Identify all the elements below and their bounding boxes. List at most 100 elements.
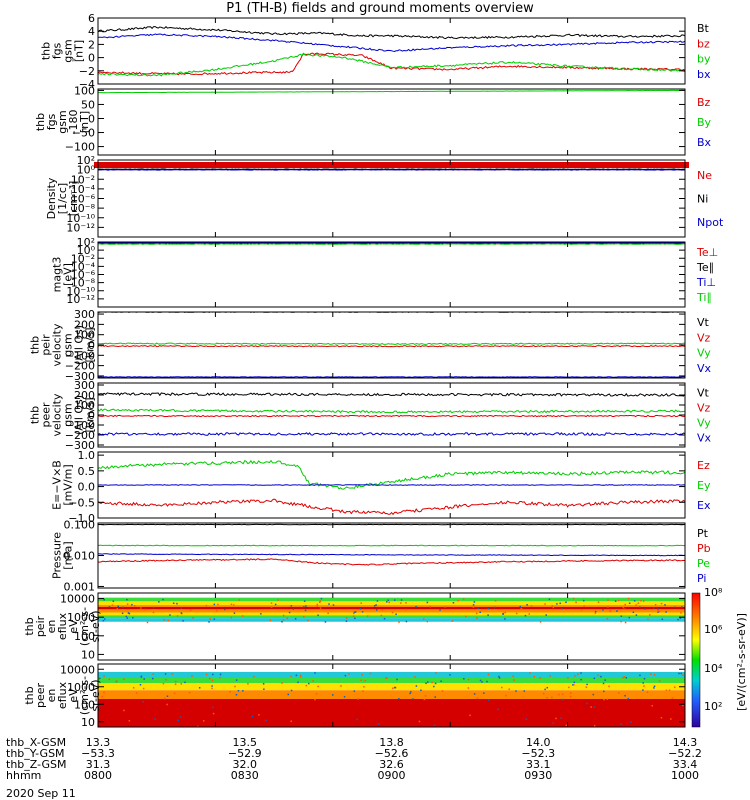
spectrogram-speckle <box>116 607 119 610</box>
spectrogram-speckle <box>143 678 145 680</box>
spectrogram-speckle <box>425 682 427 685</box>
spectrogram-speckle <box>665 611 667 613</box>
spectrogram-speckle <box>573 683 575 686</box>
y-axis-label-line: gsm <box>62 333 75 356</box>
spectrogram-speckle <box>434 696 436 698</box>
spectrogram-speckle <box>152 611 155 614</box>
spectrogram-speckle <box>642 689 644 691</box>
spectrogram-speckle <box>360 602 362 604</box>
spectrogram-speckle <box>163 697 166 700</box>
spectrogram-speckle <box>568 686 570 689</box>
y-tick-label: −100 <box>65 419 95 432</box>
spectrogram-speckle <box>513 679 515 681</box>
series-line-by <box>98 52 685 77</box>
spectrogram-speckle <box>314 698 316 701</box>
colorbar-tick-label: 10⁶ <box>704 623 723 636</box>
y-axis-label: thbfgsgsm-180[nT] <box>34 110 91 135</box>
x-row-label: thb_Z-GSM <box>6 758 66 771</box>
y-tick-label: 10 <box>81 648 95 661</box>
spectrogram-speckle <box>620 723 623 726</box>
spectrogram-speckle <box>290 720 292 723</box>
spectrogram-speckle <box>498 677 501 679</box>
spectrogram-speckle <box>681 606 683 608</box>
spectrogram-speckle <box>126 598 128 601</box>
y-tick-label: 10⁻⁴ <box>71 260 96 273</box>
legend-entry-Vy: Vy <box>697 416 711 429</box>
spectrogram-speckle <box>126 617 129 619</box>
spectrogram-speckle <box>180 612 183 614</box>
y-axis-label-line: (All Qs) <box>73 395 86 435</box>
y-tick-label: 10² <box>77 236 95 249</box>
spectrogram-speckle <box>303 615 305 618</box>
spectrogram-speckle <box>594 612 597 614</box>
x-row-value: 32.6 <box>379 758 404 771</box>
spectrogram-speckle <box>528 613 531 615</box>
spectrogram-speckle <box>586 683 588 686</box>
spectrogram-speckle <box>171 673 174 675</box>
spectrogram-speckle <box>469 714 471 717</box>
spectrogram-speckle <box>205 604 208 607</box>
spectrogram-speckle <box>542 692 545 695</box>
spectrogram-speckle <box>180 607 183 609</box>
spectrogram-speckle <box>472 606 475 608</box>
y-tick-label: 100 <box>74 698 95 711</box>
y-axis-label-line: eflux <box>56 681 69 709</box>
series-line-Bt <box>98 26 685 40</box>
y-axis-label-line: gsm <box>56 110 69 133</box>
spectrogram-speckle <box>212 706 214 709</box>
spectrogram-speckle <box>108 678 111 680</box>
spectrogram-speckle <box>316 605 318 608</box>
spectrogram-speckle <box>546 697 548 699</box>
spectrogram-speckle <box>394 686 397 689</box>
spectrogram-speckle <box>487 673 490 676</box>
legend-entry-Pt: Pt <box>697 527 709 540</box>
panel-peer-spectrogram: 10000100010010thbpeerenefluxeV(cm²-s-sr-… <box>23 663 686 729</box>
spectrogram-speckle <box>621 676 624 679</box>
y-axis-label-line: thb <box>40 42 53 60</box>
spectrogram-speckle <box>295 674 298 677</box>
spectrogram-band-2 <box>98 601 685 606</box>
spectrogram-speckle <box>594 610 597 613</box>
y-tick-label: 0.010 <box>64 550 96 563</box>
spectrogram-speckle <box>312 680 314 682</box>
spectrogram-speckle <box>575 601 577 604</box>
spectrogram-speckle <box>265 719 267 722</box>
spectrogram-speckle <box>305 684 308 687</box>
spectrogram-speckle <box>211 687 213 690</box>
y-tick-label: 10⁻² <box>71 252 95 265</box>
y-tick-label: 50 <box>81 98 95 111</box>
legend-entry-Bt: Bt <box>697 22 710 35</box>
spectrogram-speckle <box>533 676 536 678</box>
spectrogram-speckle <box>523 690 526 692</box>
spectrogram-speckle <box>180 683 182 685</box>
spectrogram-speckle <box>140 676 143 678</box>
y-tick-label: −200 <box>65 429 95 442</box>
spectrogram-speckle <box>343 696 346 698</box>
spectrogram-speckle <box>215 609 218 612</box>
spectrogram-speckle <box>572 597 575 600</box>
y-axis-label-line: en <box>45 620 58 634</box>
spectrogram-speckle <box>213 603 216 606</box>
spectrogram-speckle <box>572 684 574 686</box>
spectrogram-speckle <box>606 698 609 700</box>
spectrogram-speckle <box>238 599 240 601</box>
spectrogram-speckle <box>290 675 292 678</box>
spectrogram-speckle <box>560 717 563 719</box>
spectrogram-speckle <box>219 676 221 679</box>
spectrogram-band-0 <box>98 593 685 598</box>
y-tick-label: 10 <box>81 716 95 729</box>
y-tick-label: 200 <box>74 318 95 331</box>
spectrogram-speckle <box>577 673 579 676</box>
spectrogram-speckle <box>208 677 211 680</box>
spectrogram-speckle <box>607 606 609 608</box>
spectrogram-speckle <box>558 693 560 696</box>
spectrogram-speckle <box>479 679 482 682</box>
x-row-value: 0900 <box>378 769 406 782</box>
series-line-Vx <box>98 431 685 436</box>
x-row-label: thb_X-GSM <box>6 736 66 749</box>
spectrogram-speckle <box>586 702 588 705</box>
spectrogram-band-3 <box>98 605 685 607</box>
y-axis-label-line: peer <box>34 683 47 709</box>
spectrogram-speckle <box>392 687 394 690</box>
